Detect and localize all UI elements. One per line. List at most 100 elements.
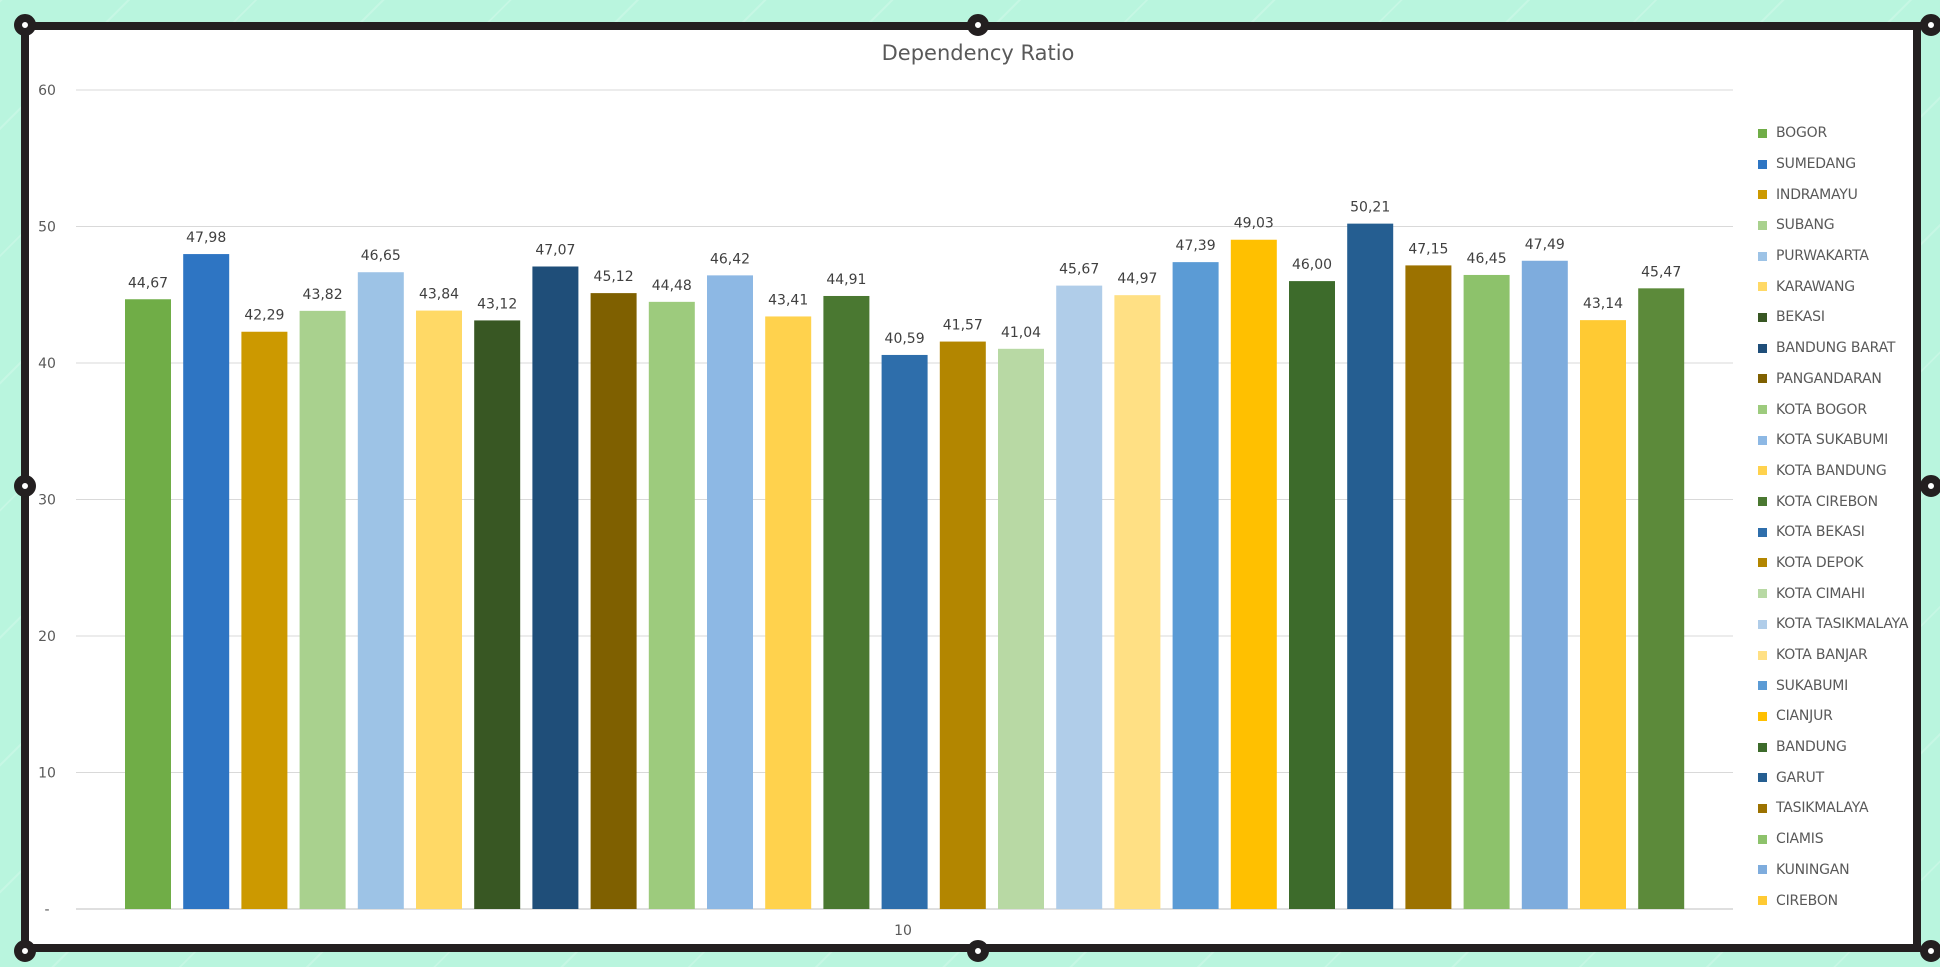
bar[interactable] (241, 331, 288, 910)
resize-handle-bottom-center[interactable] (967, 940, 989, 962)
bar[interactable] (532, 266, 579, 909)
legend-item[interactable]: INDRAMAYU (1758, 179, 1938, 210)
legend-item[interactable]: KOTA CIMAHI (1758, 578, 1938, 609)
data-label: 45,47 (1641, 264, 1681, 280)
legend-item[interactable]: KOTA DEPOK (1758, 548, 1938, 579)
legend-label: BANDUNG BARAT (1776, 340, 1896, 357)
legend-item[interactable]: SUBANG (1758, 210, 1938, 241)
legend-label: BANDUNG (1776, 739, 1847, 756)
data-label: 42,29 (244, 308, 284, 324)
data-label: 40,59 (885, 331, 925, 347)
legend-item[interactable]: KOTA SUKABUMI (1758, 425, 1938, 456)
bar[interactable] (183, 254, 230, 909)
legend-label: SUMEDANG (1776, 156, 1856, 173)
bar[interactable] (823, 295, 870, 909)
legend-item[interactable]: SUMEDANG (1758, 149, 1938, 180)
bar[interactable] (998, 348, 1044, 910)
bar[interactable] (1172, 262, 1219, 910)
bar[interactable] (1230, 239, 1277, 910)
legend-item[interactable]: CIREBON (1758, 885, 1938, 916)
bar[interactable] (1463, 274, 1510, 909)
bar[interactable] (1580, 320, 1626, 909)
legend-item[interactable]: BANDUNG BARAT (1758, 333, 1938, 364)
bar[interactable] (1114, 295, 1161, 909)
legend-label: GARUT (1776, 769, 1824, 786)
legend-swatch (1758, 435, 1767, 445)
bar[interactable] (416, 310, 462, 910)
legend-swatch (1758, 558, 1767, 568)
bar[interactable] (474, 320, 521, 909)
legend-item[interactable]: KOTA BANDUNG (1758, 456, 1938, 487)
bar[interactable] (648, 301, 695, 909)
legend-label: KOTA CIMAHI (1776, 585, 1865, 602)
legend-item[interactable]: KOTA BANJAR (1758, 640, 1938, 671)
bar[interactable] (299, 310, 346, 909)
bar[interactable] (125, 299, 171, 909)
resize-handle-top-right[interactable] (1920, 14, 1940, 36)
legend-item[interactable]: CIAMIS (1758, 824, 1938, 855)
data-label: 44,97 (1117, 271, 1157, 287)
legend-label: KOTA DEPOK (1776, 554, 1864, 571)
resize-handle-top-center[interactable] (967, 14, 989, 36)
bar[interactable] (590, 293, 637, 909)
legend-item[interactable]: SUKABUMI (1758, 670, 1938, 701)
legend-item[interactable]: BANDUNG (1758, 732, 1938, 763)
resize-handle-middle-right[interactable] (1920, 475, 1940, 497)
legend-item[interactable]: BOGOR (1758, 118, 1938, 149)
legend-item[interactable]: BEKASI (1758, 302, 1938, 333)
legend-label: KOTA TASIKMALAYA (1776, 616, 1909, 633)
legend-label: KUNINGAN (1776, 861, 1850, 878)
data-label: 43,41 (768, 292, 808, 308)
legend-swatch (1758, 742, 1767, 752)
resize-handle-bottom-left[interactable] (14, 940, 36, 962)
legend-item[interactable]: KUNINGAN (1758, 855, 1938, 886)
data-label: 46,00 (1292, 257, 1332, 273)
bar[interactable] (939, 341, 986, 910)
legend-swatch (1758, 251, 1767, 261)
resize-handle-top-left[interactable] (14, 14, 36, 36)
bar[interactable] (881, 354, 928, 909)
legend-swatch (1758, 159, 1767, 169)
legend-label: KOTA BOGOR (1776, 401, 1867, 418)
legend-item[interactable]: GARUT (1758, 762, 1938, 793)
bar[interactable] (357, 272, 404, 909)
bar[interactable] (1521, 260, 1568, 910)
legend-label: KOTA BANJAR (1776, 647, 1868, 664)
legend-label: KOTA CIREBON (1776, 493, 1878, 510)
legend-swatch (1758, 190, 1767, 200)
y-tick-label: 50 (38, 220, 56, 236)
data-label: 47,98 (186, 230, 226, 246)
legend-label: CIREBON (1776, 892, 1838, 909)
legend-item[interactable]: KOTA BEKASI (1758, 517, 1938, 548)
legend-swatch (1758, 773, 1767, 783)
legend-swatch (1758, 711, 1767, 721)
legend-item[interactable]: TASIKMALAYA (1758, 793, 1938, 824)
legend-item[interactable]: KARAWANG (1758, 271, 1938, 302)
legend-item[interactable]: KOTA CIREBON (1758, 486, 1938, 517)
legend-swatch (1758, 619, 1767, 629)
legend-swatch (1758, 589, 1767, 599)
legend-label: INDRAMAYU (1776, 186, 1858, 203)
legend-label: BEKASI (1776, 309, 1825, 326)
legend-item[interactable]: CIANJUR (1758, 701, 1938, 732)
bar[interactable] (1347, 223, 1394, 910)
legend-item[interactable]: KOTA BOGOR (1758, 394, 1938, 425)
y-tick-label: - (44, 902, 49, 918)
data-label: 45,12 (594, 269, 634, 285)
y-tick-label: 20 (38, 629, 56, 645)
legend-item[interactable]: KOTA TASIKMALAYA (1758, 609, 1938, 640)
bar[interactable] (1289, 281, 1335, 910)
bar[interactable] (1405, 265, 1452, 910)
y-tick-label: 10 (38, 766, 56, 782)
legend-label: PURWAKARTA (1776, 248, 1869, 265)
bar[interactable] (1638, 288, 1685, 910)
bar[interactable] (765, 316, 812, 909)
legend-item[interactable]: PURWAKARTA (1758, 241, 1938, 272)
legend-swatch (1758, 128, 1767, 138)
bar[interactable] (1056, 285, 1103, 909)
legend-item[interactable]: PANGANDARAN (1758, 364, 1938, 395)
bar[interactable] (707, 275, 753, 909)
resize-handle-middle-left[interactable] (14, 475, 36, 497)
resize-handle-bottom-right[interactable] (1920, 940, 1940, 962)
y-tick-label: 40 (38, 356, 56, 372)
